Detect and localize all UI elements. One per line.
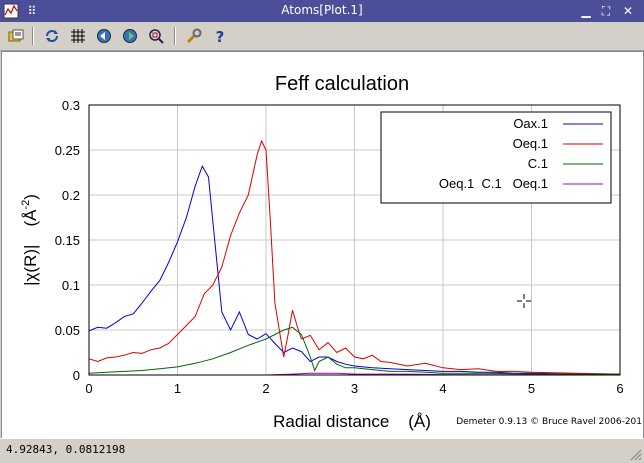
chart-title: Feff calculation: [275, 73, 409, 95]
window-title: Atoms[Plot.1]: [281, 3, 363, 17]
zoom-button[interactable]: [146, 26, 166, 46]
plot-area[interactable]: Feff calculation 0 1 2 3 4 5 6 0 0.05 0.1 0.15 0.2 0…: [1, 51, 644, 439]
y-tick-label: 0.05: [55, 323, 80, 338]
y-tick-label: 0.25: [55, 143, 80, 158]
x-tick-label: 0: [85, 381, 92, 396]
series-line: [88, 326, 620, 375]
y-tick-label: 0.1: [62, 278, 80, 293]
footer-credit: Demeter 0.9.13 © Bruce Ravel 2006-201: [456, 417, 642, 427]
x-tick-label: 6: [616, 381, 623, 396]
legend-box: [380, 111, 612, 204]
y-axis-label-close: ): [21, 194, 40, 200]
y-axis-label-unit: (Å: [21, 209, 40, 227]
x-tick-label: 3: [351, 381, 358, 396]
settings-button[interactable]: [184, 26, 204, 46]
zoom-forward-button[interactable]: [120, 26, 140, 46]
toolbar-separator: [174, 27, 176, 45]
x-tick-label: 4: [439, 381, 446, 396]
legend-label: Oeq.1 C.1 Oeq.1: [439, 176, 548, 191]
zoom-back-icon: [97, 29, 111, 43]
open-button[interactable]: [6, 26, 26, 46]
zoom-forward-icon: [123, 29, 137, 43]
series-line: [88, 139, 621, 375]
maximize-icon[interactable]: ⛶: [601, 4, 611, 18]
zoom-back-button[interactable]: [94, 26, 114, 46]
crosshair-cursor-icon: [517, 294, 531, 308]
x-axis-label: Radial distance (Å): [273, 412, 431, 431]
title-bar: ⠿ Atoms[Plot.1] ▁ ⛶ ✕: [0, 0, 644, 22]
status-bar: 4.92843, 0.0812198: [0, 438, 644, 463]
grid-button[interactable]: [68, 26, 88, 46]
grid-icon: [71, 29, 85, 43]
open-icon: [8, 29, 24, 42]
refresh-button[interactable]: [42, 26, 62, 46]
ticks: 0 1 2 3 4 5 6 0 0.05 0.1 0.15 0.2 0.25 0.3: [55, 98, 624, 396]
y-axis-label: |χ(R)| (Å-2): [20, 194, 40, 286]
toolbar: ?: [0, 22, 644, 51]
app-icon: [3, 3, 19, 19]
svg-text:|χ(R)|(Å-2): |χ(R)| (Å-2): [20, 194, 40, 286]
y-tick-label: 0.2: [62, 188, 80, 203]
svg-text:?: ?: [216, 28, 225, 44]
help-icon: ?: [216, 28, 225, 44]
y-axis-label-exp: -2: [20, 200, 32, 210]
minimize-icon[interactable]: ▁: [581, 4, 591, 18]
y-tick-label: 0.15: [55, 233, 80, 248]
legend-label: Oax.1: [513, 116, 548, 131]
x-tick-label: 2: [262, 381, 269, 396]
close-icon[interactable]: ✕: [622, 4, 634, 18]
settings-icon: [186, 28, 202, 44]
y-axis-label-main: |χ(R)|: [21, 245, 40, 286]
legend: Oax.1 Oeq.1 C.1 Oeq.1 C.1 Oeq.1: [380, 111, 612, 204]
feff-chart: Feff calculation 0 1 2 3 4 5 600.050.10.150.20…: [20, 73, 642, 431]
cursor-coordinates: 4.92843, 0.0812198: [6, 443, 126, 456]
plot-frame: [88, 104, 621, 376]
x-tick-label: 5: [528, 381, 535, 396]
menu-dots-icon[interactable]: ⠿: [27, 4, 37, 18]
resize-grip-icon[interactable]: [628, 447, 642, 461]
x-tick-label: 1: [174, 381, 181, 396]
legend-label: Oeq.1: [513, 136, 548, 151]
zoom-icon: [149, 29, 164, 44]
y-tick-label: 0: [73, 368, 80, 383]
y-tick-label: 0.3: [62, 98, 80, 113]
series-line: [88, 165, 620, 375]
legend-label: C.1: [528, 156, 548, 171]
refresh-icon: [46, 30, 58, 42]
toolbar-separator: [32, 27, 34, 45]
help-button[interactable]: ?: [210, 26, 230, 46]
